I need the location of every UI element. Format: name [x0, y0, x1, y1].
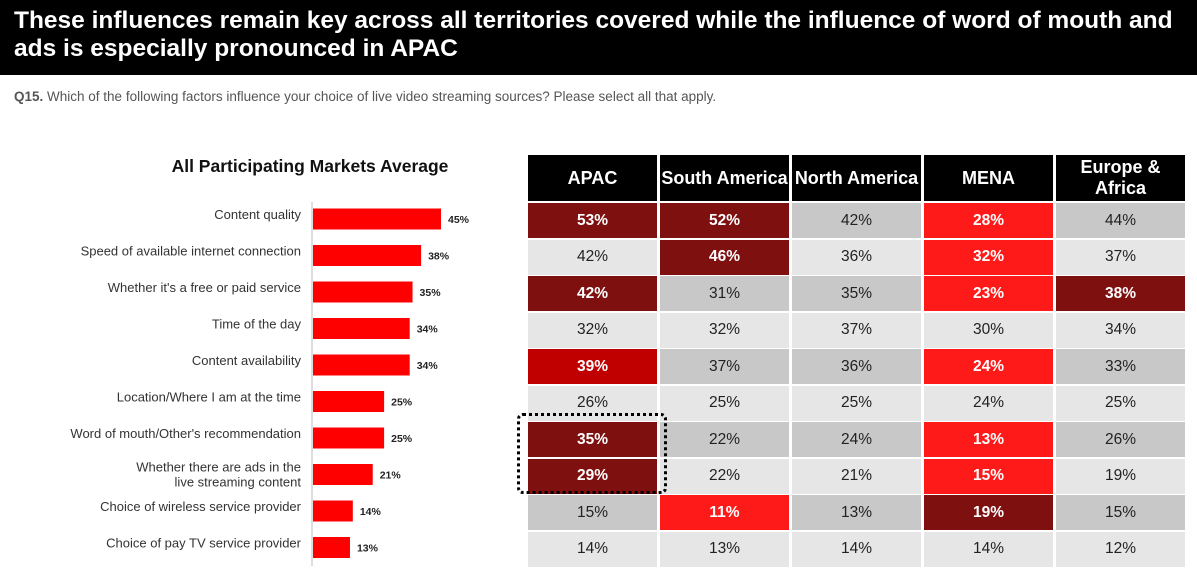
table-cell: 46% [660, 239, 789, 275]
table-cell: 14% [528, 531, 657, 567]
table-cell: 42% [792, 203, 921, 238]
bar-category-label: Content quality [214, 207, 301, 222]
bar [313, 318, 410, 339]
bar-value-label: 38% [428, 251, 450, 263]
table-cell: 32% [924, 239, 1053, 275]
apac-highlight-box [517, 413, 667, 494]
table-cell: 53% [528, 203, 657, 238]
table-cell: 52% [660, 203, 789, 238]
table-cell: 39% [528, 349, 657, 384]
question-code: Q15. [14, 89, 44, 104]
question-text: Which of the following factors influence… [43, 89, 717, 104]
table-cell: 37% [1056, 239, 1185, 275]
bar [313, 281, 413, 303]
table-cell: 25% [792, 385, 921, 421]
bar [313, 500, 353, 522]
table-cell: 28% [924, 203, 1053, 238]
table-cell: 12% [1056, 531, 1185, 567]
table-cell: 19% [1056, 458, 1185, 494]
table-cell: 22% [660, 458, 789, 494]
table-cell: 44% [1056, 203, 1185, 238]
bar-category-label: Speed of available internet connection [81, 244, 301, 259]
bar-category-label: Whether it's a free or paid service [108, 280, 301, 295]
table-cell: 35% [528, 422, 657, 457]
table-cell: 14% [924, 531, 1053, 567]
bar-value-label: 13% [357, 543, 379, 555]
bar-category-label: Choice of pay TV service provider [106, 536, 302, 551]
column-header: North America [792, 155, 921, 201]
bar-category-label: Time of the day [212, 317, 302, 332]
bar [313, 354, 410, 376]
table-cell: 15% [1056, 495, 1185, 530]
table-cell: 42% [528, 239, 657, 275]
table-cell: 25% [660, 385, 789, 421]
table-cell: 22% [660, 422, 789, 457]
bar-value-label: 25% [391, 433, 413, 445]
page-title: These influences remain key across all t… [14, 7, 1173, 62]
bar [313, 208, 441, 230]
table-cell: 23% [924, 276, 1053, 311]
table-cell: 25% [1056, 385, 1185, 421]
table-cell: 29% [528, 458, 657, 494]
survey-question: Q15. Which of the following factors infl… [14, 89, 716, 104]
table-cell: 37% [660, 349, 789, 384]
bar [313, 245, 422, 266]
table-cell: 36% [792, 349, 921, 384]
bar-value-label: 34% [417, 324, 439, 336]
table-cell: 24% [792, 422, 921, 457]
table-cell: 14% [792, 531, 921, 567]
table-cell: 13% [924, 422, 1053, 457]
column-header: Europe & Africa [1056, 155, 1185, 201]
column-header: South America [660, 155, 789, 201]
table-cell: 34% [1056, 312, 1185, 348]
bar [313, 537, 350, 558]
table-cell: 11% [660, 495, 789, 530]
column-header: MENA [924, 155, 1053, 201]
table-cell: 42% [528, 276, 657, 311]
table-cell: 26% [1056, 422, 1185, 457]
table-cell: 13% [792, 495, 921, 530]
table-cell: 33% [1056, 349, 1185, 384]
bar-value-label: 45% [448, 214, 470, 226]
bar-category-label: Choice of wireless service provider [100, 499, 302, 514]
bar-category-label: Content availability [192, 353, 302, 368]
table-cell: 32% [660, 312, 789, 348]
table-cell: 30% [924, 312, 1053, 348]
table-cell: 35% [792, 276, 921, 311]
bar [313, 427, 385, 449]
table-cell: 19% [924, 495, 1053, 530]
bar-value-label: 34% [417, 360, 439, 372]
table-cell: 15% [924, 458, 1053, 494]
table-cell: 24% [924, 349, 1053, 384]
table-cell: 36% [792, 239, 921, 275]
bar-value-label: 25% [391, 397, 413, 409]
markets-average-bar-chart: Content quality 45% Speed of available int… [70, 202, 470, 566]
table-cell: 38% [1056, 276, 1185, 311]
header-banner: These influences remain key across all t… [0, 0, 1197, 75]
bar-category-label: Word of mouth/Other's recommendation [70, 426, 301, 441]
table-cell: 24% [924, 385, 1053, 421]
bar [313, 464, 373, 485]
bar-value-label: 21% [380, 470, 402, 482]
table-cell: 31% [660, 276, 789, 311]
table-cell: 13% [660, 531, 789, 567]
table-cell: 15% [528, 495, 657, 530]
bar-category-label: Location/Where I am at the time [117, 390, 301, 405]
table-cell: 32% [528, 312, 657, 348]
bar-value-label: 14% [360, 506, 382, 518]
bar-chart-title: All Participating Markets Average [171, 156, 449, 176]
table-cell: 37% [792, 312, 921, 348]
column-header: APAC [528, 155, 657, 201]
table-cell: 21% [792, 458, 921, 494]
region-table-header: APAC South America North America MENA Europe… [528, 155, 1188, 202]
bar [313, 391, 385, 412]
bar-value-label: 35% [420, 287, 442, 299]
bar-category-label: Whether there are ads in the live streami… [136, 460, 301, 490]
